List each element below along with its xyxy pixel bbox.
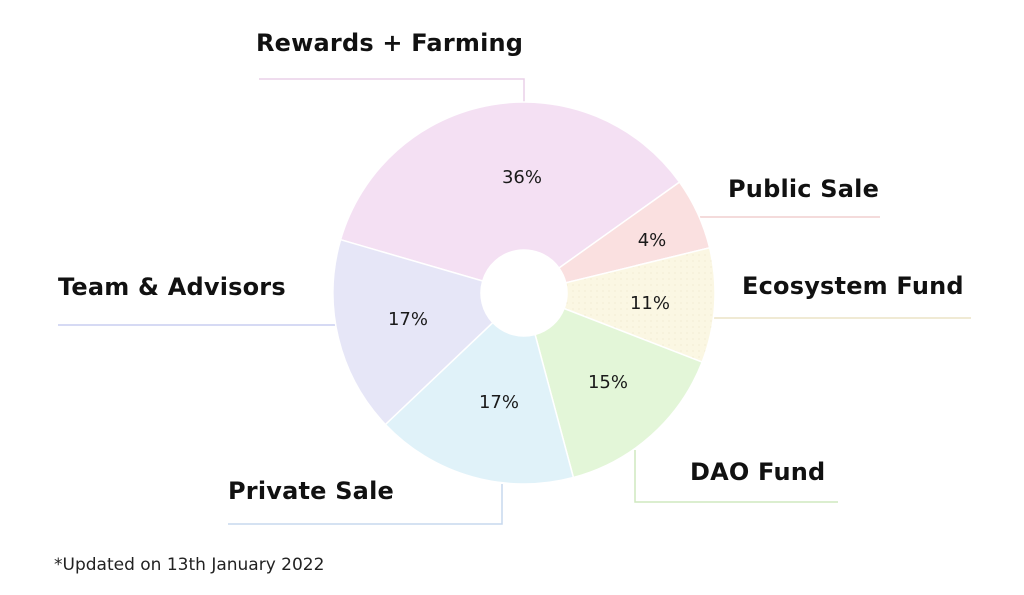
label-team-advisors: Team & Advisors	[58, 273, 286, 301]
label-ecosystem-fund: Ecosystem Fund	[742, 272, 964, 300]
footnote: *Updated on 13th January 2022	[54, 555, 325, 575]
pct-team: 17%	[388, 309, 428, 330]
label-rewards-farming: Rewards + Farming	[256, 29, 524, 57]
slice-ecosystem-fund[interactable]	[563, 246, 716, 364]
leader-line-private	[228, 484, 503, 525]
label-dao-fund: DAO Fund	[690, 458, 826, 486]
label-public-sale: Public Sale	[728, 175, 880, 203]
slice-rewards-farming[interactable]	[339, 101, 681, 282]
pct-dao: 15%	[588, 372, 628, 393]
leader-line-dao	[634, 450, 838, 503]
slice-private-sale[interactable]	[384, 321, 575, 485]
slice-dao-fund[interactable]	[534, 307, 704, 479]
label-private-sale: Private Sale	[228, 477, 394, 505]
slice-team-advisors[interactable]	[332, 238, 494, 426]
pct-rewards: 36%	[502, 167, 542, 188]
pct-ecosystem: 11%	[630, 293, 670, 314]
leader-line-rewards	[259, 78, 525, 103]
pct-public: 4%	[638, 230, 667, 251]
pct-private: 17%	[479, 392, 519, 413]
